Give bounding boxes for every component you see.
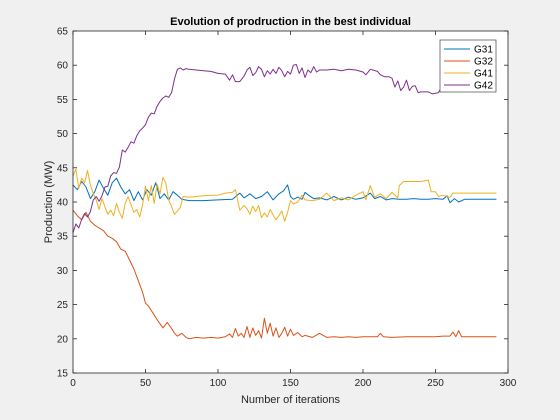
y-tick-label: 35 xyxy=(57,232,69,243)
x-axis: 0 50 100 150 200 250 300 xyxy=(70,31,517,389)
x-tick-label: 150 xyxy=(282,378,299,389)
legend-label-g31: G31 xyxy=(474,45,493,56)
legend-label-g32: G32 xyxy=(474,57,493,68)
x-axis-label: Number of iterations xyxy=(241,394,341,406)
x-tick-label: 250 xyxy=(427,378,444,389)
y-tick-label: 60 xyxy=(57,61,69,72)
y-tick-label: 50 xyxy=(57,129,69,140)
chart-title: Evolution of prodruction in the best ind… xyxy=(170,16,411,28)
x-tick-label: 200 xyxy=(355,378,372,389)
series-lines xyxy=(72,64,497,340)
x-tick-label: 50 xyxy=(140,378,152,389)
x-tick-label: 0 xyxy=(70,378,76,389)
y-tick-label: 25 xyxy=(57,300,69,311)
series-line-g42 xyxy=(72,64,497,233)
y-axis: 15 20 25 30 35 40 45 50 55 60 65 xyxy=(57,27,508,380)
y-axis-label: Production (MW) xyxy=(43,161,55,244)
series-line-g41 xyxy=(72,168,497,222)
y-tick-label: 55 xyxy=(57,95,69,106)
legend-label-g41: G41 xyxy=(474,69,493,80)
legend-label-g42: G42 xyxy=(474,81,493,92)
y-tick-label: 45 xyxy=(57,163,69,174)
y-tick-label: 40 xyxy=(57,198,69,209)
series-line-g31 xyxy=(72,177,497,204)
x-tick-label: 100 xyxy=(210,378,227,389)
series-line-g32 xyxy=(72,209,497,340)
y-tick-label: 65 xyxy=(57,27,69,38)
y-tick-label: 30 xyxy=(57,266,69,277)
x-tick-label: 300 xyxy=(500,378,517,389)
y-tick-label: 15 xyxy=(57,369,69,380)
y-tick-label: 20 xyxy=(57,334,69,345)
